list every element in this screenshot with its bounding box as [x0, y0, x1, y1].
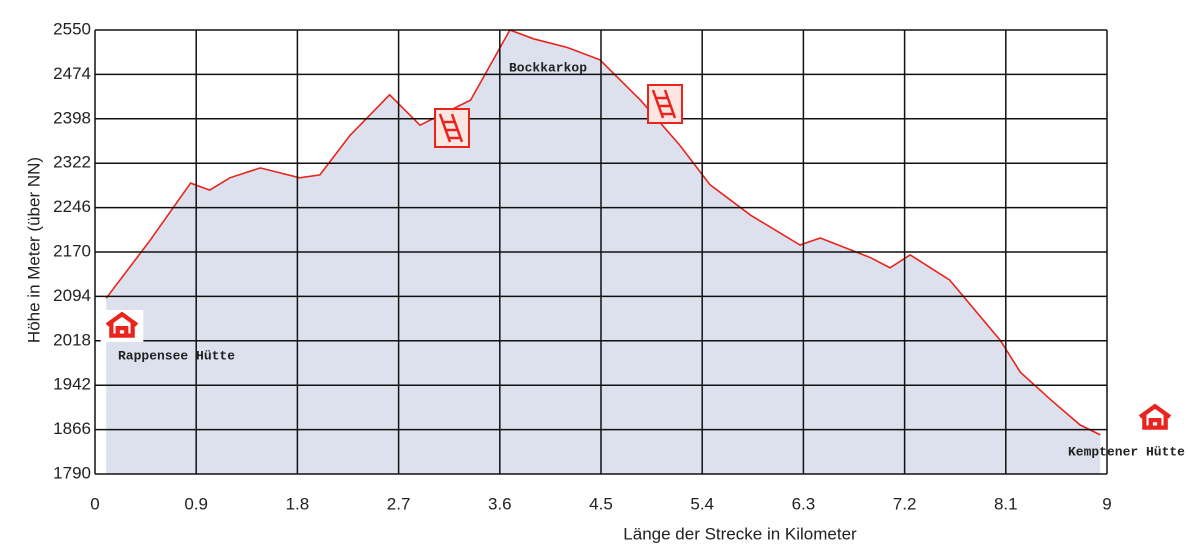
y-tick-label: 2550 — [53, 19, 91, 38]
x-tick-label: 8.1 — [994, 494, 1018, 513]
x-tick-label: 2.7 — [387, 494, 411, 513]
annotation: Bockkarkop — [509, 60, 587, 75]
y-tick-label: 2170 — [53, 241, 91, 260]
x-axis-label: Länge der Strecke in Kilometer — [623, 524, 857, 543]
x-tick-label: 7.2 — [893, 494, 917, 513]
y-tick-label: 1866 — [53, 419, 91, 438]
x-tick-label: 1.8 — [286, 494, 310, 513]
x-tick-label: 4.5 — [589, 494, 613, 513]
y-tick-label: 2322 — [53, 153, 91, 172]
x-tick-label: 6.3 — [792, 494, 816, 513]
hut-icon — [101, 310, 144, 342]
y-tick-label: 2398 — [53, 108, 91, 127]
y-tick-label: 1942 — [53, 375, 91, 394]
annotation: Rappensee Hütte — [118, 348, 235, 363]
elevation-line — [105, 29, 1101, 436]
x-tick-label: 9 — [1102, 494, 1111, 513]
x-tick-label: 5.4 — [690, 494, 714, 513]
y-tick-label: 2246 — [53, 197, 91, 216]
x-tick-label: 3.6 — [488, 494, 512, 513]
y-axis-label: Höhe in Meter (über NN) — [24, 157, 43, 343]
y-tick-label: 2474 — [53, 64, 91, 83]
y-tick-label: 2018 — [53, 330, 91, 349]
annotation: Kemptener Hütte — [1068, 444, 1185, 459]
y-tick-label: 2094 — [53, 286, 91, 305]
ladder-icon — [434, 108, 470, 148]
y-tick-label: 1790 — [53, 463, 91, 482]
x-tick-label: 0 — [90, 494, 99, 513]
hut-icon — [1134, 402, 1177, 434]
x-tick-label: 0.9 — [184, 494, 208, 513]
ladder-icon — [647, 84, 683, 124]
